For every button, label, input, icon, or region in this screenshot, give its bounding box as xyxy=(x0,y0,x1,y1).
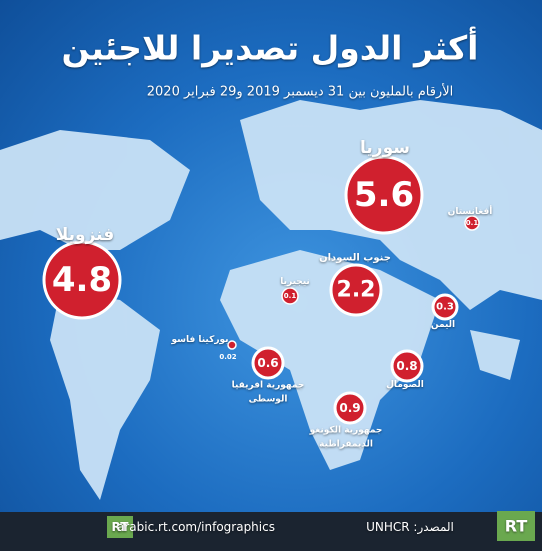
footer-source: المصدر: UNHCR xyxy=(366,520,454,534)
rt-logo-bg xyxy=(497,511,535,541)
value-bubble xyxy=(344,155,424,235)
value-label: 0.1 xyxy=(465,219,479,227)
value-label: 0.9 xyxy=(339,401,361,415)
value-bubble xyxy=(227,340,237,350)
value-bubble xyxy=(251,346,285,380)
country-name: الصومال xyxy=(386,380,424,390)
country-name: بوركينا فاسو xyxy=(171,335,229,345)
footer-url: arabic.rt.com/infographics xyxy=(117,520,275,534)
country-name: سوريا xyxy=(360,138,410,158)
country-name: أفغانستان xyxy=(447,207,493,217)
value-label: 2.2 xyxy=(336,277,376,303)
country-name: فنزويلا xyxy=(55,225,115,245)
value-label: 0.3 xyxy=(436,301,454,313)
value-bubble xyxy=(390,349,424,383)
value-label: 0.02 xyxy=(219,353,237,361)
footer-logo: RT xyxy=(111,520,129,534)
footer-bar xyxy=(0,512,542,551)
subtitle: الأرقام بالمليون بين 31 ديسمبر 2019 و29 … xyxy=(146,84,454,100)
title: أكثر الدول تصديرا للاجئين xyxy=(61,28,479,68)
value-bubble xyxy=(42,240,122,320)
value-bubble xyxy=(281,287,299,305)
footer-logo-bg xyxy=(107,516,133,538)
value-bubble xyxy=(464,215,480,231)
value-label: 5.6 xyxy=(353,175,415,215)
value-label: 0.6 xyxy=(257,356,279,370)
rt-logo: RT xyxy=(504,516,528,536)
value-label: 4.8 xyxy=(51,260,113,300)
value-label: 0.8 xyxy=(396,359,418,373)
value-bubble xyxy=(329,263,383,317)
value-bubble xyxy=(431,293,459,321)
country-name: جمهورية الكونغو الديمقراطية xyxy=(309,425,383,450)
value-bubble xyxy=(333,391,367,425)
country-name: اليمن xyxy=(430,320,456,330)
value-label: 0.1 xyxy=(283,292,297,300)
country-name: نيجيريا xyxy=(280,277,310,287)
country-name: جمهورية افريقيا الوسطى xyxy=(231,380,305,405)
country-name: جنوب السودان xyxy=(319,252,391,264)
